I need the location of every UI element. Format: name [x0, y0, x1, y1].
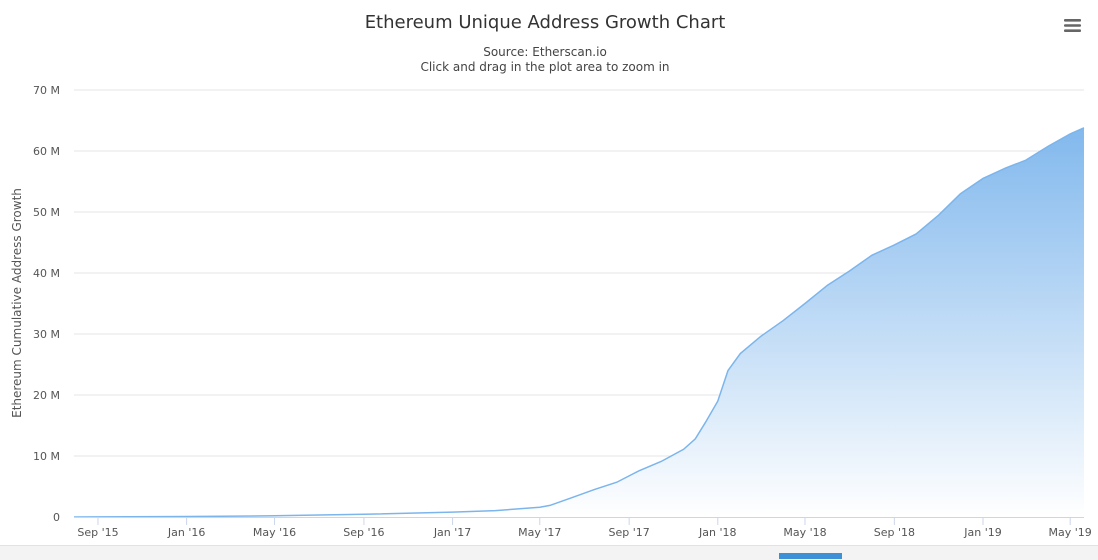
- x-tick-label: Jan '16: [167, 526, 205, 539]
- y-axis-labels: 0 10 M 20 M 30 M 40 M 50 M 60 M 70 M: [33, 84, 60, 524]
- x-tick-label: Sep '16: [343, 526, 384, 539]
- footer-tab-indicator: [779, 553, 842, 559]
- y-tick-label: 70 M: [33, 84, 60, 97]
- x-tick-label: Jan '18: [698, 526, 736, 539]
- y-tick-label: 0: [53, 511, 60, 524]
- x-tick-label: Sep '17: [609, 526, 650, 539]
- y-tick-label: 40 M: [33, 267, 60, 280]
- x-tick-label: May '18: [783, 526, 826, 539]
- y-tick-label: 60 M: [33, 145, 60, 158]
- x-axis: Sep '15 Jan '16 May '16 Sep '16 Jan '17 May '…: [74, 517, 1092, 539]
- chart-container[interactable]: Ethereum Unique Address Growth Chart Sou…: [0, 0, 1098, 545]
- chart-title: Ethereum Unique Address Growth Chart: [365, 12, 726, 33]
- x-tick-label: May '16: [253, 526, 296, 539]
- series-area-fill: [74, 127, 1084, 517]
- y-axis-title: Ethereum Cumulative Address Growth: [10, 188, 24, 418]
- series-line: [73, 127, 1085, 518]
- x-tick-label: Jan '19: [963, 526, 1001, 539]
- y-tick-label: 20 M: [33, 389, 60, 402]
- series-layer: [73, 127, 1085, 518]
- x-tick-label: Sep '18: [874, 526, 915, 539]
- chart-subtitle-zoom-hint: Click and drag in the plot area to zoom …: [420, 60, 669, 74]
- y-tick-label: 30 M: [33, 328, 60, 341]
- address-growth-chart[interactable]: Ethereum Unique Address Growth Chart Sou…: [0, 0, 1098, 545]
- x-tick-label: Sep '15: [77, 526, 118, 539]
- hamburger-menu-icon[interactable]: [1060, 15, 1084, 37]
- x-tick-label: May '19: [1049, 526, 1092, 539]
- grid-lines: [74, 89, 1084, 457]
- x-tick-label: Jan '17: [433, 526, 471, 539]
- chart-subtitle-source: Source: Etherscan.io: [483, 45, 607, 59]
- y-tick-label: 50 M: [33, 206, 60, 219]
- y-tick-label: 10 M: [33, 450, 60, 463]
- x-tick-label: May '17: [518, 526, 561, 539]
- footer-strip: [0, 545, 1098, 560]
